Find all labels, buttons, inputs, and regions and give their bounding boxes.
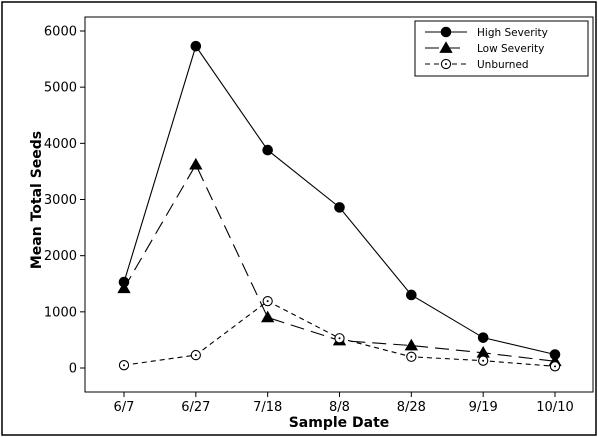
series-unburned	[118, 296, 561, 372]
legend-label: Low Severity	[477, 43, 544, 55]
data-point	[189, 157, 203, 170]
data-point	[262, 144, 273, 156]
legend-marker	[439, 41, 453, 53]
y-axis-label: Mean Total Seeds	[29, 131, 45, 269]
data-point	[404, 338, 418, 351]
series-line	[123, 44, 556, 356]
legend-label: Unburned	[477, 59, 529, 71]
x-axis-label: Sample Date	[289, 415, 390, 431]
y-tick-label: 5000	[44, 81, 77, 96]
data-point	[406, 289, 417, 301]
legend-label: High Severity	[477, 27, 548, 39]
legend-marker	[440, 26, 452, 38]
y-tick-label: 6000	[44, 25, 77, 40]
x-tick-label: 7/18	[253, 400, 282, 415]
x-tick-label: 8/8	[329, 400, 350, 415]
y-tick-label: 3000	[44, 193, 77, 208]
data-point	[477, 332, 489, 343]
y-tick-label: 2000	[44, 249, 77, 264]
legend-item: Unburned	[425, 58, 529, 71]
data-point	[118, 360, 130, 371]
y-tick-label: 1000	[44, 305, 77, 320]
data-point	[549, 361, 561, 372]
legend-marker	[440, 58, 452, 70]
data-point	[262, 296, 273, 307]
x-tick-label: 10/10	[536, 400, 573, 415]
x-tick-label: 6/27	[181, 400, 210, 415]
x-tick-label: 6/7	[114, 400, 135, 415]
x-tick-label: 8/28	[397, 400, 426, 415]
data-point	[190, 349, 201, 361]
legend: High Severity Low Severity Unburned	[414, 20, 589, 77]
series-line	[123, 163, 556, 362]
legend-item: High Severity	[425, 26, 548, 39]
series-high-severity	[118, 40, 561, 360]
legend-item: Low Severity	[425, 41, 544, 55]
data-point	[478, 355, 489, 366]
data-point	[261, 310, 275, 323]
data-point	[406, 351, 417, 362]
data-point	[334, 333, 345, 344]
y-tick-label: 0	[69, 362, 77, 377]
data-point	[117, 281, 131, 294]
data-point	[334, 202, 345, 213]
x-tick-label: 9/19	[469, 400, 498, 415]
y-tick-label: 4000	[44, 137, 77, 152]
data-point	[190, 40, 202, 52]
series-layer	[117, 40, 562, 372]
